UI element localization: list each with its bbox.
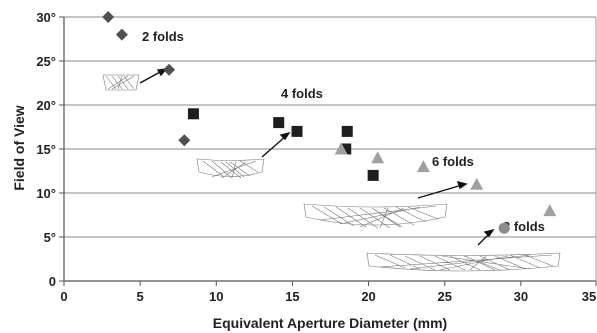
x-axis-label: Equivalent Aperture Diameter (mm): [213, 315, 447, 331]
x-tick-label: 10: [209, 289, 223, 304]
y-tick-label: 20°: [36, 98, 56, 113]
y-tick-label: 25°: [36, 54, 56, 69]
y-tick-label: 15°: [36, 142, 56, 157]
annotation-label-4-folds: 4 folds: [281, 86, 323, 101]
x-tick-label: 35: [582, 289, 596, 304]
annotation-label-6-folds: 6 folds: [432, 154, 474, 169]
fold-schematic-4: [196, 158, 265, 179]
data-point-4-folds: [273, 117, 285, 129]
data-point-4-folds: [341, 125, 353, 137]
axes: 0 5° 10° 15° 20° 25° 30° 0 5 10 15 20 25 30 35: [36, 10, 597, 304]
data-point-2-folds: [178, 134, 191, 147]
x-tick-label: 5: [137, 289, 144, 304]
grid-lines: [64, 16, 596, 238]
y-tick-label: 30°: [36, 10, 56, 25]
data-point-4-folds: [367, 169, 379, 181]
data-point-2-folds: [115, 28, 128, 41]
data-point-6-folds: [416, 160, 430, 173]
data-marks: [102, 11, 557, 234]
fold-schematic-8: [366, 252, 561, 272]
data-point-6-folds: [470, 177, 484, 190]
data-point-4-folds: [291, 125, 303, 137]
data-point-6-folds: [334, 142, 348, 155]
annotation-label-2-folds: 2 folds: [142, 29, 184, 44]
data-point-2-folds: [163, 63, 176, 76]
x-tick-label: 15: [285, 289, 299, 304]
x-tick-label: 20: [361, 289, 375, 304]
x-tick-label: 25: [437, 289, 451, 304]
annotation-arrows: [139, 68, 495, 246]
data-point-4-folds: [187, 108, 199, 120]
x-tick-label: 0: [60, 289, 67, 304]
fold-schematic-2: [102, 74, 140, 91]
data-point-2-folds: [102, 11, 115, 23]
y-tick-label: 0: [49, 274, 56, 289]
data-point-6-folds: [543, 204, 557, 217]
annotation-label-8-folds: 8 folds: [503, 219, 545, 234]
data-point-6-folds: [371, 151, 385, 164]
data-point-4-folds: [340, 143, 352, 155]
data-point-8-folds: [498, 222, 510, 234]
y-tick-label: 10°: [36, 186, 56, 201]
fold-schematic-6: [303, 203, 448, 229]
y-tick-label: 5°: [44, 230, 56, 245]
y-axis-label: Field of View: [11, 105, 27, 190]
x-tick-label: 30: [514, 289, 528, 304]
